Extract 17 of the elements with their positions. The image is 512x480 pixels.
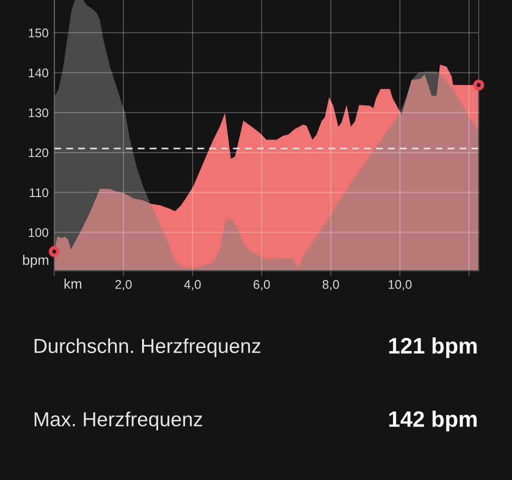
x-tick-label: 10,0 [388,280,412,290]
x-tick-label: 4,0 [184,280,201,290]
y-tick-label: 140 [28,68,48,78]
x-tick-label: 8,0 [322,280,339,290]
y-axis-title: bpm [23,254,48,268]
text: 121 bpm [389,337,477,358]
y-tick-label: 100 [28,228,48,238]
text: Durchschn. Herzfrequenz [34,338,260,358]
text: 142 bpm [389,410,477,432]
text: Max. Herzfrequenz [34,412,202,430]
x-tick-label: 6,0 [254,280,270,290]
y-tick-label: 130 [28,108,48,118]
x-tick-label: 2,0 [115,280,132,290]
y-tick-label: 150 [28,28,48,38]
y-tick-label: 110 [30,188,48,198]
x-axis-title: km [64,278,82,289]
y-tick-label: 120 [28,148,48,158]
